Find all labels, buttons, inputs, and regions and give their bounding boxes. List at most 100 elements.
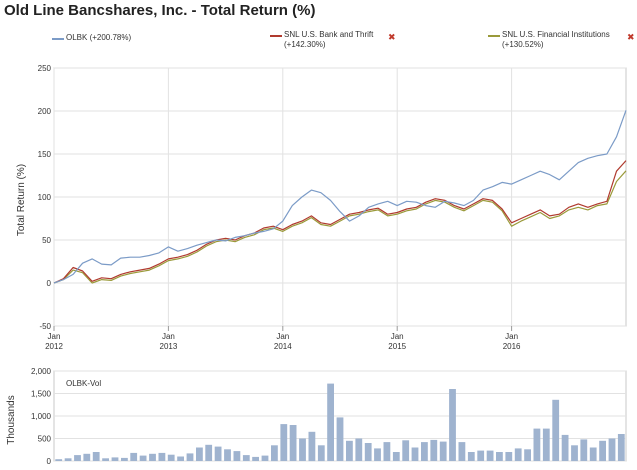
volume-bar [186, 453, 194, 461]
main-y-tick-label: 0 [47, 279, 52, 288]
volume-axis: 2,000 1,500 1,000 500 0 [31, 367, 52, 466]
volume-bar [252, 456, 259, 461]
volume-bar [167, 454, 175, 461]
main-x-tick-year: 2015 [388, 342, 406, 351]
main-x-tick-month: Jan [48, 332, 61, 341]
main-x-tick-year: 2012 [45, 342, 63, 351]
volume-bar [242, 455, 250, 461]
volume-bar [571, 445, 578, 462]
legend-swatch-olbk [52, 38, 64, 40]
volume-bar [580, 439, 588, 461]
volume-bar [561, 434, 569, 461]
main-x-tick-month: Jan [162, 332, 175, 341]
volume-bar [599, 440, 606, 462]
main-x-tick-year: 2014 [274, 342, 292, 351]
volume-bar [102, 458, 109, 461]
volume-bar [121, 457, 128, 461]
main-gridlines [53, 67, 627, 327]
volume-bar [449, 389, 456, 461]
main-y-tick-label: 150 [38, 150, 52, 159]
volume-bars [55, 383, 625, 462]
legend-item-snl-financial[interactable]: SNL U.S. Financial Institutions (+130.52… [502, 30, 610, 50]
volume-bar [374, 448, 381, 461]
volume-bar [289, 425, 297, 461]
series-line-snl-u-s-financial-institutions [53, 170, 627, 284]
volume-bar [261, 455, 269, 461]
volume-bar [608, 438, 616, 461]
main-y-tick-label: -50 [39, 322, 51, 331]
main-x-tick-year: 2016 [503, 342, 521, 351]
volume-bar [383, 442, 391, 461]
volume-bar [205, 444, 213, 461]
main-y-axis-label: Total Return (%) [16, 164, 27, 236]
volume-bar [64, 458, 72, 461]
volume-bar [505, 452, 513, 461]
volume-bar [336, 417, 344, 461]
volume-bar [430, 439, 438, 461]
volume-bar [524, 449, 531, 461]
volume-y-axis-label: Thousands [6, 395, 17, 444]
volume-bar [233, 451, 241, 461]
volume-bar [477, 450, 485, 461]
legend-label-line2: (+130.52%) [502, 40, 544, 49]
main-y-tick-label: 250 [38, 64, 52, 73]
volume-bar [552, 399, 560, 461]
volume-bar [130, 452, 138, 461]
volume-bar [196, 447, 203, 461]
main-y-tick-label: 50 [42, 236, 51, 245]
main-x-tick-month: Jan [276, 332, 289, 341]
legend-swatch-snl-financial [488, 35, 500, 37]
main-series-lines [53, 110, 627, 284]
volume-bar [271, 445, 278, 462]
volume-bar [364, 443, 372, 461]
volume-bar [496, 452, 503, 461]
main-x-tick-month: Jan [505, 332, 518, 341]
page-title: Old Line Bancshares, Inc. - Total Return… [4, 2, 316, 19]
volume-bar [533, 428, 541, 461]
remove-series-snl-bank-thrift-icon[interactable]: ✖ [388, 32, 396, 42]
volume-bar [214, 446, 222, 461]
volume-y-tick-label: 1,000 [31, 412, 52, 421]
volume-bar [467, 452, 475, 461]
main-x-tick-year: 2013 [160, 342, 178, 351]
main-y-tick-label: 200 [38, 107, 52, 116]
volume-bar [139, 455, 147, 461]
volume-bar [617, 434, 625, 461]
volume-bar [83, 453, 91, 461]
volume-bar [158, 452, 166, 461]
volume-bar [327, 383, 334, 461]
volume-y-tick-label: 1,500 [31, 390, 52, 399]
volume-bar [280, 424, 288, 461]
volume-bar [149, 453, 156, 461]
volume-chart-title: OLBK-Vol [66, 379, 101, 388]
legend-item-olbk[interactable]: OLBK (+200.78%) [66, 33, 132, 42]
volume-bar [55, 459, 63, 461]
volume-bar [514, 448, 522, 461]
series-line-olbk [53, 110, 627, 284]
volume-bar [542, 428, 550, 461]
volume-bar [458, 442, 466, 461]
volume-bar [177, 456, 184, 461]
legend-label-line1: SNL U.S. Financial Institutions [502, 30, 610, 39]
volume-bar [74, 455, 81, 461]
volume-bar [439, 441, 447, 461]
volume-bar [392, 452, 400, 461]
volume-y-tick-label: 500 [38, 435, 52, 444]
volume-bar [486, 450, 494, 461]
volume-y-tick-label: 2,000 [31, 367, 52, 376]
volume-bar [92, 452, 100, 461]
main-x-tick-month: Jan [391, 332, 404, 341]
volume-bar [111, 457, 119, 461]
legend-swatch-snl-bank-thrift [270, 35, 282, 37]
volume-bar [589, 447, 597, 461]
remove-series-snl-financial-icon[interactable]: ✖ [627, 32, 635, 42]
legend-item-snl-bank-thrift[interactable]: SNL U.S. Bank and Thrift (+142.30%) [284, 30, 373, 50]
volume-bar [317, 445, 325, 462]
main-y-tick-label: 100 [38, 193, 52, 202]
volume-bar [308, 431, 316, 462]
legend-label-line2: (+142.30%) [284, 40, 326, 49]
volume-bar [299, 438, 306, 461]
volume-bar [224, 449, 231, 461]
volume-bar [355, 438, 363, 461]
